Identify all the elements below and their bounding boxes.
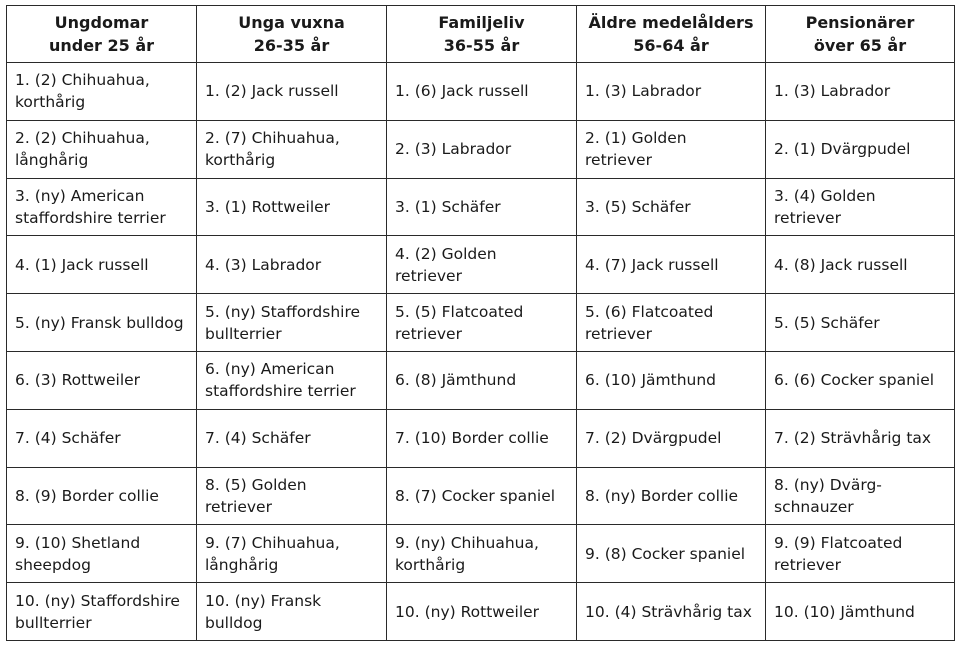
dog-breed-ranking-table: Ungdomar under 25 år Unga vuxna 26-35 år… [6, 5, 955, 641]
table-cell: 3. (5) Schäfer [576, 177, 766, 237]
table-cell: 8. (7) Cocker spaniel [386, 466, 577, 526]
table-cell: 4. (8) Jack russell [765, 235, 955, 295]
table-cell: 4. (3) Labrador [196, 235, 387, 295]
table-cell: 3. (4) Golden retriever [765, 177, 955, 237]
table-cell: 6. (10) Jämthund [576, 350, 766, 410]
table-cell: 1. (6) Jack russell [386, 62, 577, 121]
table-cell: 10. (ny) Rottweiler [386, 582, 577, 641]
table-row: 2. (2) Chihuahua, långhårig 2. (7) Chihu… [6, 119, 955, 179]
table-cell: 7. (10) Border collie [386, 408, 577, 468]
table-cell: 3. (1) Schäfer [386, 177, 577, 237]
table-cell: 8. (9) Border collie [6, 466, 197, 526]
table-cell: 6. (ny) American staffordshire terrier [196, 350, 387, 410]
header-title: Äldre medelålders [588, 13, 754, 32]
table-cell: 7. (4) Schäfer [6, 408, 197, 468]
table-cell: 10. (4) Strävhårig tax [576, 582, 766, 641]
table-cell: 4. (7) Jack russell [576, 235, 766, 295]
table-cell: 5. (ny) Fransk bulldog [6, 293, 197, 352]
header-age-range: under 25 år [48, 36, 155, 55]
table-cell: 4. (2) Golden retriever [386, 235, 577, 295]
ranking-table-container: Ungdomar under 25 år Unga vuxna 26-35 år… [6, 5, 955, 641]
table-cell: 2. (7) Chihuahua, korthårig [196, 119, 387, 179]
table-cell: 8. (ny) Dvärg-schnauzer [765, 466, 955, 526]
table-cell: 7. (2) Dvärgpudel [576, 408, 766, 468]
table-cell: 9. (ny) Chihuahua, korthårig [386, 524, 577, 584]
header-title: Unga vuxna [238, 13, 345, 32]
table-cell: 5. (5) Flatcoated retriever [386, 293, 577, 352]
table-cell: 10. (ny) Staffordshire bullterrier [6, 582, 197, 641]
table-cell: 2. (3) Labrador [386, 119, 577, 179]
table-row: 3. (ny) American staffordshire terrier 3… [6, 177, 955, 237]
table-cell: 1. (3) Labrador [576, 62, 766, 121]
table-cell: 5. (5) Schäfer [765, 293, 955, 352]
table-cell: 2. (2) Chihuahua, långhårig [6, 119, 197, 179]
table-cell: 5. (6) Flatcoated retriever [576, 293, 766, 352]
header-age-range: över 65 år [813, 36, 907, 55]
table-cell: 3. (ny) American staffordshire terrier [6, 177, 197, 237]
table-cell: 9. (7) Chihuahua, långhårig [196, 524, 387, 584]
table-row: 8. (9) Border collie 8. (5) Golden retri… [6, 466, 955, 526]
table-cell: 2. (1) Golden retriever [576, 119, 766, 179]
table-cell: 7. (4) Schäfer [196, 408, 387, 468]
table-row: 5. (ny) Fransk bulldog 5. (ny) Staffords… [6, 293, 955, 352]
header-cell-unga-vuxna: Unga vuxna 26-35 år [196, 5, 387, 63]
table-cell: 9. (9) Flatcoated retriever [765, 524, 955, 584]
header-title: Familjeliv [438, 13, 525, 32]
table-cell: 6. (8) Jämthund [386, 350, 577, 410]
table-cell: 6. (3) Rottweiler [6, 350, 197, 410]
table-row: 10. (ny) Staffordshire bullterrier 10. (… [6, 582, 955, 641]
table-cell: 4. (1) Jack russell [6, 235, 197, 295]
table-row: 4. (1) Jack russell 4. (3) Labrador 4. (… [6, 235, 955, 295]
header-age-range: 36-55 år [443, 36, 520, 55]
table-cell: 9. (8) Cocker spaniel [576, 524, 766, 584]
header-age-range: 26-35 år [253, 36, 330, 55]
table-row: 9. (10) Shetland sheepdog 9. (7) Chihuah… [6, 524, 955, 584]
header-title: Pensionärer [805, 13, 915, 32]
header-age-range: 56-64 år [633, 36, 709, 55]
table-cell: 2. (1) Dvärgpudel [765, 119, 955, 179]
header-title: Ungdomar [54, 13, 149, 32]
header-cell-aldre-medelalders: Äldre medelålders 56-64 år [576, 5, 766, 63]
header-cell-pensionarer: Pensionärer över 65 år [765, 5, 955, 63]
header-row: Ungdomar under 25 år Unga vuxna 26-35 år… [6, 5, 955, 63]
header-cell-familjeliv: Familjeliv 36-55 år [386, 5, 577, 63]
table-cell: 1. (2) Chihuahua, korthårig [6, 62, 197, 121]
table-cell: 1. (2) Jack russell [196, 62, 387, 121]
table-cell: 5. (ny) Staffordshire bullterrier [196, 293, 387, 352]
header-cell-ungdomar: Ungdomar under 25 år [6, 5, 197, 63]
table-cell: 10. (10) Jämthund [765, 582, 955, 641]
table-row: 6. (3) Rottweiler 6. (ny) American staff… [6, 350, 955, 410]
table-cell: 6. (6) Cocker spaniel [765, 350, 955, 410]
table-cell: 7. (2) Strävhårig tax [765, 408, 955, 468]
table-cell: 8. (ny) Border collie [576, 466, 766, 526]
table-cell: 10. (ny) Fransk bulldog [196, 582, 387, 641]
table-row: 7. (4) Schäfer 7. (4) Schäfer 7. (10) Bo… [6, 408, 955, 468]
table-row: 1. (2) Chihuahua, korthårig 1. (2) Jack … [6, 62, 955, 121]
table-cell: 3. (1) Rottweiler [196, 177, 387, 237]
table-cell: 1. (3) Labrador [765, 62, 955, 121]
table-cell: 9. (10) Shetland sheepdog [6, 524, 197, 584]
table-cell: 8. (5) Golden retriever [196, 466, 387, 526]
